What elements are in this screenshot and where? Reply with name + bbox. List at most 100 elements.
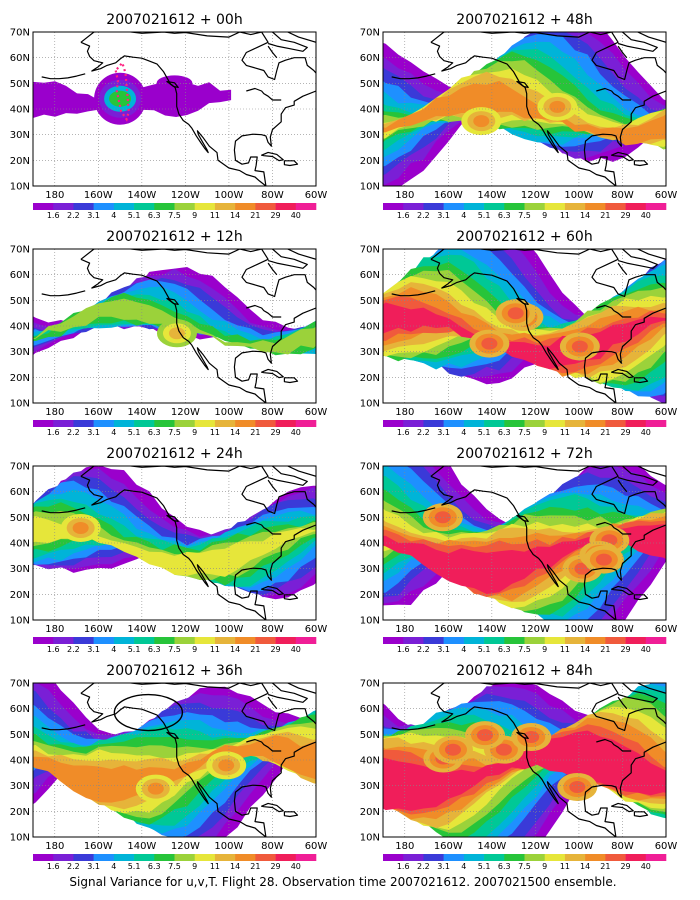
colorbar-swatch bbox=[544, 420, 566, 427]
variance-band bbox=[33, 516, 316, 577]
colorbar-swatch bbox=[423, 854, 444, 861]
colorbar-swatch bbox=[463, 203, 485, 210]
coastline bbox=[633, 594, 649, 601]
colorbar-swatch bbox=[443, 420, 465, 427]
colorbar-swatch bbox=[403, 203, 424, 210]
colorbar-swatch bbox=[275, 420, 297, 427]
lat-tick-label: 10N bbox=[360, 833, 380, 844]
colorbar-label: 3.1 bbox=[437, 645, 450, 654]
colorbar-swatch bbox=[53, 637, 74, 644]
colorbar-swatch bbox=[585, 637, 606, 644]
colorbar-swatch bbox=[295, 637, 317, 644]
coastline bbox=[611, 802, 634, 813]
coastline bbox=[611, 368, 634, 379]
coastline bbox=[261, 151, 284, 162]
colorbar-label: 40 bbox=[291, 211, 301, 220]
colorbar-label: 5.1 bbox=[478, 862, 491, 871]
colorbar-label: 21 bbox=[600, 428, 610, 437]
colorbar-label: 11 bbox=[560, 428, 570, 437]
lon-tick-label: 140W bbox=[477, 624, 506, 635]
coastline bbox=[267, 249, 308, 269]
map-frame bbox=[32, 465, 317, 621]
map-frame bbox=[382, 31, 667, 187]
lat-tick-label: 70N bbox=[10, 28, 30, 39]
colorbar-label: 14 bbox=[580, 862, 590, 871]
colorbar-swatch bbox=[235, 420, 256, 427]
lat-tick-label: 20N bbox=[360, 156, 380, 167]
colorbar-label: 5.1 bbox=[128, 862, 141, 871]
colorbar-label: 7.5 bbox=[518, 645, 531, 654]
lon-tick-label: 180 bbox=[395, 624, 414, 635]
colorbar-label: 11 bbox=[560, 211, 570, 220]
colorbar-label: 29 bbox=[620, 211, 630, 220]
lon-tick-label: 60W bbox=[655, 190, 678, 201]
coastline bbox=[80, 692, 267, 837]
colorbar-swatch bbox=[194, 637, 216, 644]
lat-tick-label: 60N bbox=[360, 270, 380, 281]
colorbar-swatch bbox=[73, 420, 94, 427]
map-panel: 2007021612 + 60h 10N 20N 30N 40N 50N 60N 70N 180… bbox=[360, 229, 678, 437]
colorbar-swatch bbox=[605, 420, 626, 427]
colorbar-swatch bbox=[544, 637, 566, 644]
lon-tick-label: 180 bbox=[395, 407, 414, 418]
lat-tick-label: 40N bbox=[360, 322, 380, 333]
colorbar-label: 9 bbox=[542, 428, 547, 437]
lon-tick-label: 160W bbox=[434, 190, 463, 201]
colorbar-swatch bbox=[194, 854, 216, 861]
colorbar-label: 14 bbox=[230, 211, 240, 220]
colorbar-label: 3.1 bbox=[437, 211, 450, 220]
colorbar-swatch bbox=[383, 854, 404, 861]
colorbar-swatch bbox=[443, 854, 465, 861]
variance-blob bbox=[444, 743, 461, 756]
colorbar-label: 4 bbox=[111, 211, 116, 220]
colorbar-swatch bbox=[625, 854, 647, 861]
coastline bbox=[516, 80, 529, 88]
lon-tick-label: 160W bbox=[84, 624, 113, 635]
colorbar-label: 2.2 bbox=[67, 645, 80, 654]
lon-tick-label: 100W bbox=[564, 407, 593, 418]
colorbar-label: 14 bbox=[230, 862, 240, 871]
variance-blob bbox=[481, 337, 498, 350]
colorbar-swatch bbox=[194, 420, 216, 427]
coastline bbox=[611, 151, 634, 162]
colorbar-swatch bbox=[524, 203, 546, 210]
colorbar-label: 1.6 bbox=[397, 645, 410, 654]
colorbar-label: 3.1 bbox=[87, 862, 100, 871]
lat-tick-label: 10N bbox=[360, 182, 380, 193]
map-frame bbox=[382, 465, 667, 621]
colorbar-swatch bbox=[154, 203, 175, 210]
lon-tick-label: 180 bbox=[395, 190, 414, 201]
colorbar-swatch bbox=[524, 420, 546, 427]
colorbar-label: 21 bbox=[600, 645, 610, 654]
lat-tick-label: 50N bbox=[10, 79, 30, 90]
lat-tick-label: 70N bbox=[10, 679, 30, 690]
colorbar-label: 29 bbox=[620, 862, 630, 871]
colorbar-label: 2.2 bbox=[417, 645, 430, 654]
colorbar-swatch bbox=[484, 420, 505, 427]
lon-tick-label: 100W bbox=[214, 624, 243, 635]
coastline bbox=[267, 466, 308, 486]
colorbar-swatch bbox=[33, 637, 54, 644]
colorbar-swatch bbox=[564, 854, 586, 861]
variance-blob bbox=[507, 307, 524, 320]
coastline bbox=[596, 738, 632, 752]
variance-band bbox=[383, 80, 666, 146]
colorbar-label: 7.5 bbox=[168, 428, 181, 437]
colorbar-swatch bbox=[53, 854, 74, 861]
lon-tick-label: 80W bbox=[261, 190, 284, 201]
colorbar-swatch bbox=[645, 854, 667, 861]
colorbar-swatch bbox=[544, 854, 566, 861]
variance-field bbox=[33, 267, 316, 356]
lat-tick-label: 10N bbox=[10, 616, 30, 627]
colorbar-label: 7.5 bbox=[168, 862, 181, 871]
colorbar-swatch bbox=[154, 637, 175, 644]
colorbar-swatch bbox=[423, 637, 444, 644]
colorbar-swatch bbox=[564, 420, 586, 427]
lon-tick-label: 80W bbox=[611, 841, 634, 852]
colorbar-label: 6.3 bbox=[498, 428, 511, 437]
colorbar-label: 40 bbox=[641, 645, 651, 654]
colorbar-label: 2.2 bbox=[67, 211, 80, 220]
colorbar-label: 40 bbox=[291, 862, 301, 871]
lon-tick-label: 80W bbox=[611, 190, 634, 201]
colorbar-label: 29 bbox=[620, 428, 630, 437]
